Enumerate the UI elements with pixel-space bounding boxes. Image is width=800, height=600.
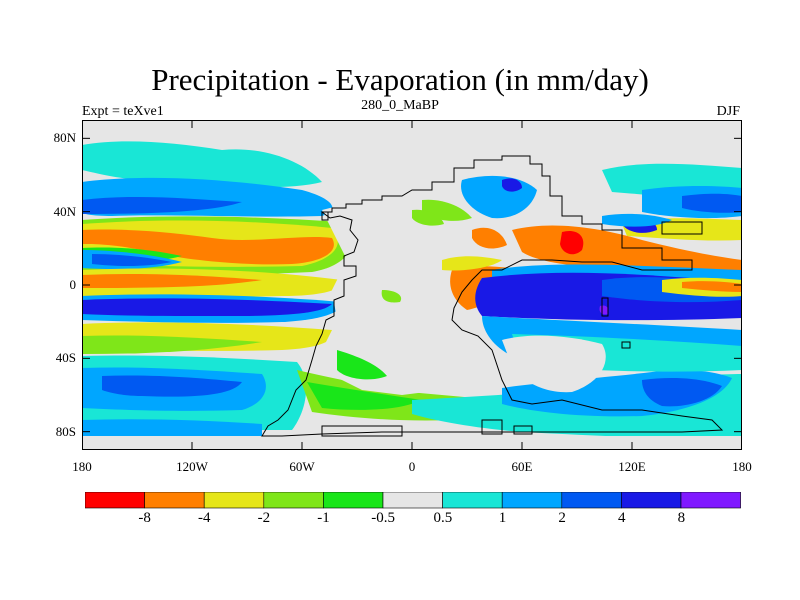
colorbar-swatch (442, 492, 503, 509)
colorbar-swatch (263, 492, 324, 509)
lon-label-120e: 120E (618, 459, 646, 474)
field-green (337, 350, 387, 380)
field-orange (82, 229, 334, 265)
field-green (307, 382, 422, 410)
tethys-region (475, 213, 742, 393)
northern-subtropical-belt (82, 216, 352, 275)
colorbar-label: 1 (498, 510, 507, 526)
colorbar-swatch (85, 492, 145, 509)
coastline-island (321, 211, 329, 221)
lon-label-60e: 60E (511, 459, 533, 474)
field-blue (682, 193, 742, 213)
coastline-island (661, 221, 703, 235)
colorbar-swatch (382, 492, 443, 509)
coastline-island (321, 425, 403, 437)
colorbar-swatch (144, 492, 205, 509)
coastline-island (601, 297, 609, 317)
lon-label-120w: 120W (176, 459, 208, 474)
equatorial-belt (82, 268, 343, 354)
colorbar-swatch (203, 492, 265, 509)
colorbar-label: -0.5 (371, 510, 396, 526)
colorbar-label: 8 (677, 510, 686, 526)
map-subtitle: 280_0_MaBP (361, 98, 439, 113)
lon-label-180e: 180 (732, 459, 752, 474)
map-title: Precipitation - Evaporation (in mm/day) (151, 62, 649, 97)
colorbar-label: 2 (558, 510, 566, 526)
colorbar-label: -1 (317, 510, 330, 526)
coastline-pangea (261, 155, 724, 437)
field-orange (472, 227, 507, 249)
field-blue (102, 375, 242, 397)
colorbar-label: -2 (257, 510, 271, 526)
field-sky (82, 419, 262, 438)
lat-label-40s: 40S (55, 350, 76, 366)
experiment-label: Expt = teXve1 (82, 104, 164, 119)
field-blue (82, 196, 242, 214)
coastline-island (513, 425, 533, 435)
colorbar (85, 492, 741, 509)
lon-label-0: 0 (408, 459, 416, 474)
field-blue (92, 254, 172, 266)
coastline-island (481, 419, 503, 435)
field-lightgreen (82, 335, 262, 354)
season-label: DJF (716, 104, 740, 119)
field-cyan (82, 141, 322, 188)
northern-high-latitude-bands (82, 141, 742, 219)
colorbar-label: -8 (138, 510, 151, 526)
field-darkblue (82, 298, 332, 316)
field-yellow (442, 256, 502, 271)
colorbar-swatch (621, 492, 682, 509)
field-darkblue (502, 178, 522, 192)
field-orange (682, 281, 742, 292)
coastline (261, 155, 724, 437)
colorbar-swatch (561, 492, 622, 509)
field-gray (502, 335, 606, 393)
lat-label-80n: 80N (53, 130, 76, 146)
precipitation-map (82, 120, 742, 450)
field-sky (602, 213, 672, 227)
field-lightgreen (412, 209, 444, 226)
field-blue (642, 378, 722, 407)
field-lightgreen (381, 290, 402, 303)
field-orange (82, 273, 262, 288)
field-red (560, 230, 584, 255)
lat-label-0: 0 (69, 277, 77, 292)
pangea-continent-fields (322, 160, 552, 395)
tick-marks (82, 120, 742, 450)
colorbar-label: 0.5 (433, 510, 453, 526)
colorbar-swatch (501, 492, 563, 509)
colorbar-swatch (680, 492, 741, 509)
colorbar-label: 4 (617, 510, 626, 526)
colorbar-swatch (323, 492, 384, 509)
lon-label-180w: 180 (72, 459, 92, 474)
colorbar-label: -4 (198, 510, 211, 526)
lat-label-40n: 40N (53, 203, 76, 219)
field-gray (322, 160, 552, 395)
coastline-island (621, 341, 631, 349)
lat-label-80s: 80S (55, 423, 76, 439)
lon-label-60w: 60W (289, 459, 315, 474)
